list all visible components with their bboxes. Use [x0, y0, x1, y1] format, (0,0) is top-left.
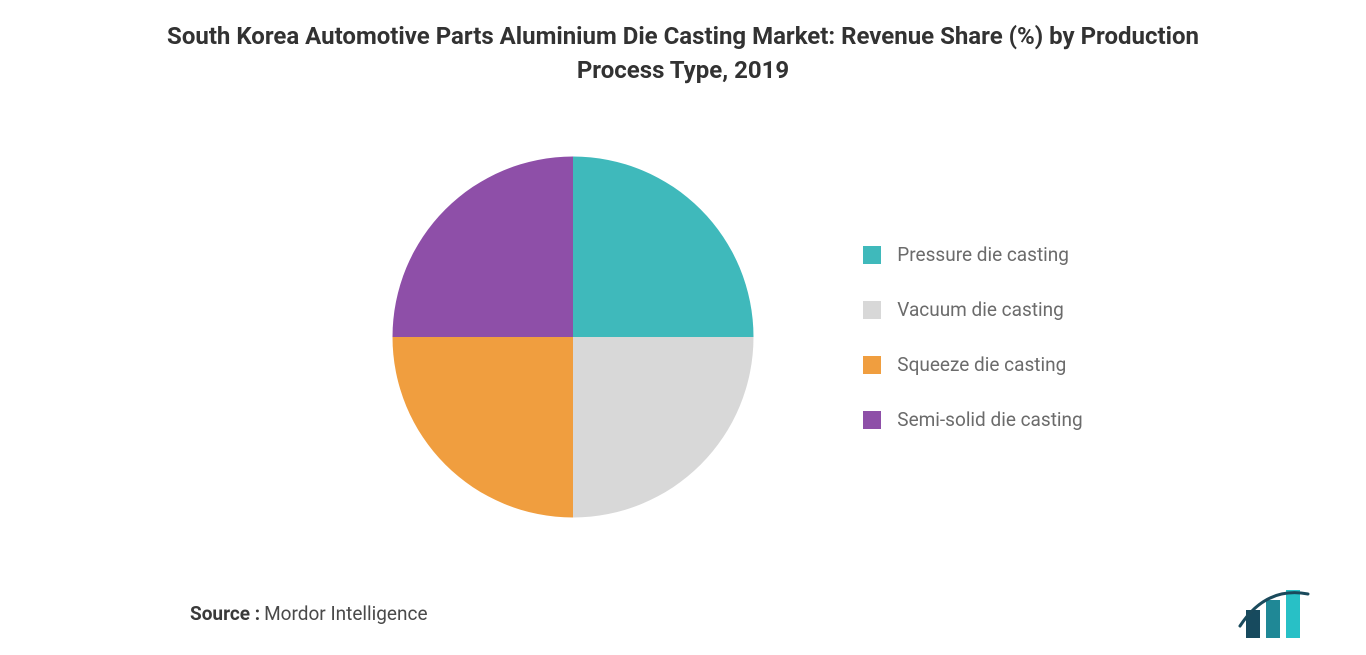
- mordor-logo-icon: [1236, 590, 1316, 640]
- source-label: Source :: [190, 602, 260, 625]
- logo-svg: [1236, 590, 1316, 640]
- legend-swatch: [863, 411, 881, 429]
- legend-label: Vacuum die casting: [897, 298, 1063, 321]
- legend-swatch: [863, 246, 881, 264]
- source-line: Source : Mordor Intelligence: [190, 602, 428, 625]
- legend-swatch: [863, 356, 881, 374]
- pie-slice: [393, 337, 574, 518]
- source-value: Mordor Intelligence: [264, 602, 427, 625]
- pie-slice: [573, 157, 754, 338]
- legend: Pressure die casting Vacuum die casting Sq…: [863, 243, 1082, 431]
- pie-svg: [383, 147, 763, 527]
- legend-label: Semi-solid die casting: [897, 408, 1082, 431]
- legend-item: Pressure die casting: [863, 243, 1082, 266]
- pie-chart: [383, 147, 763, 527]
- legend-swatch: [863, 301, 881, 319]
- chart-container: South Korea Automotive Parts Aluminium D…: [0, 0, 1366, 655]
- chart-title: South Korea Automotive Parts Aluminium D…: [133, 20, 1233, 87]
- legend-item: Semi-solid die casting: [863, 408, 1082, 431]
- pie-slice: [393, 157, 574, 338]
- legend-item: Squeeze die casting: [863, 353, 1082, 376]
- chart-body: Pressure die casting Vacuum die casting Sq…: [160, 107, 1306, 567]
- logo-bar: [1286, 590, 1300, 638]
- legend-label: Squeeze die casting: [897, 353, 1066, 376]
- logo-bar: [1266, 600, 1280, 638]
- pie-slice: [573, 337, 754, 518]
- legend-label: Pressure die casting: [897, 243, 1069, 266]
- legend-item: Vacuum die casting: [863, 298, 1082, 321]
